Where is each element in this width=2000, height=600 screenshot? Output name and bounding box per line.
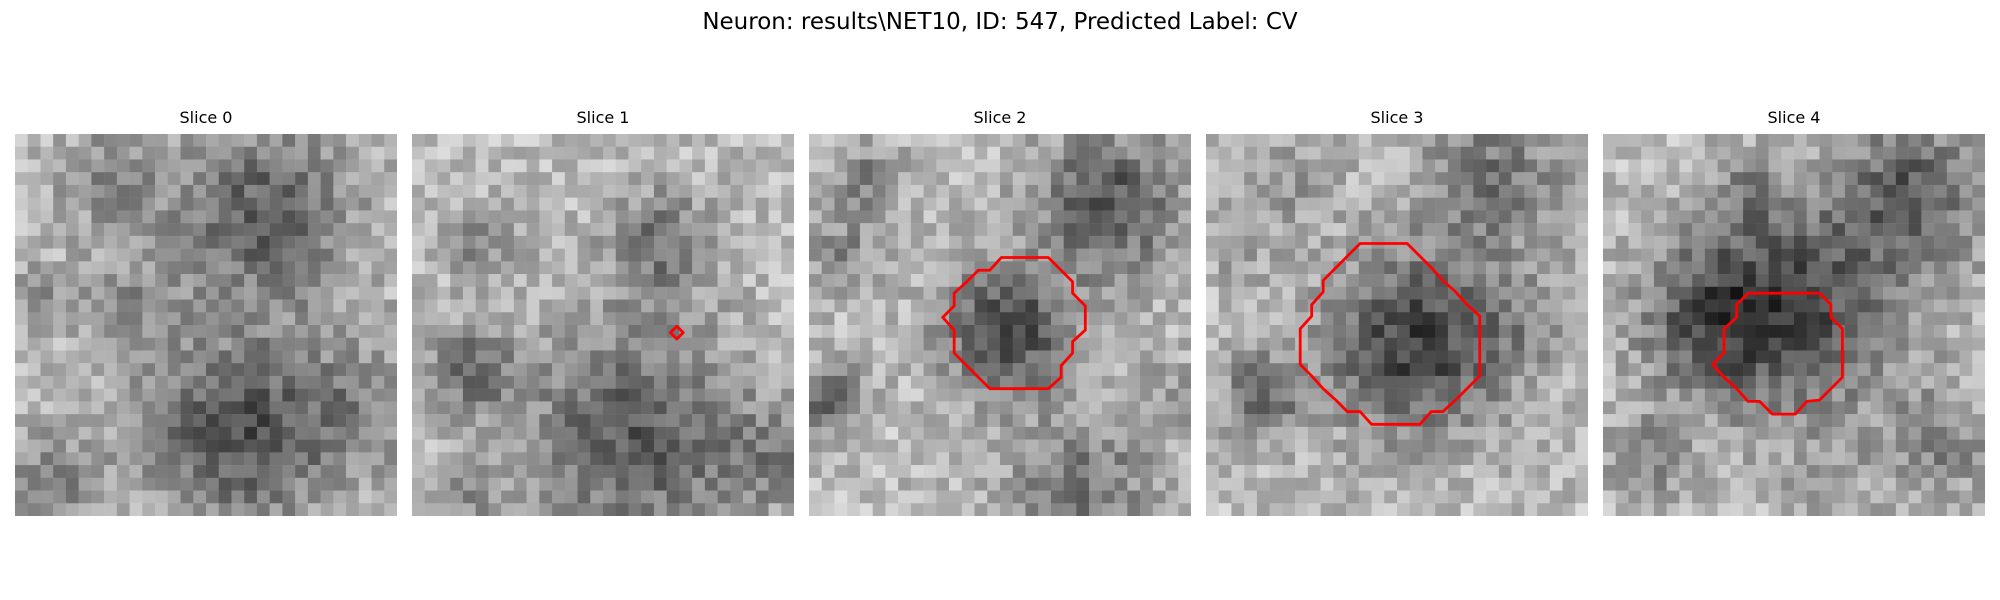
grayscale-patch xyxy=(1206,134,1588,516)
slice-image-3 xyxy=(1206,134,1588,516)
slice-image-4 xyxy=(1603,134,1985,516)
slice-title-0: Slice 0 xyxy=(179,108,233,127)
slice-title-3: Slice 3 xyxy=(1370,108,1424,127)
slice-panel-4: Slice 4 xyxy=(1603,108,1985,516)
slice-image-1 xyxy=(412,134,794,516)
grayscale-patch xyxy=(809,134,1191,516)
slice-image-0 xyxy=(15,134,397,516)
figure-title: Neuron: results\NET10, ID: 547, Predicte… xyxy=(702,9,1298,35)
grayscale-patch xyxy=(412,134,794,516)
slice-title-1: Slice 1 xyxy=(576,108,630,127)
roi-contour xyxy=(1298,242,1482,426)
grayscale-patch xyxy=(15,134,397,516)
slice-title-4: Slice 4 xyxy=(1767,108,1821,127)
roi-contour xyxy=(1711,291,1844,416)
roi-contour xyxy=(941,256,1087,391)
slice-panel-3: Slice 3 xyxy=(1206,108,1588,516)
slice-title-2: Slice 2 xyxy=(973,108,1027,127)
grayscale-patch xyxy=(1603,134,1985,516)
slice-image-2 xyxy=(809,134,1191,516)
slice-panel-2: Slice 2 xyxy=(809,108,1191,516)
slice-panel-1: Slice 1 xyxy=(412,108,794,516)
slice-panel-0: Slice 0 xyxy=(15,108,397,516)
roi-contour xyxy=(669,324,685,341)
